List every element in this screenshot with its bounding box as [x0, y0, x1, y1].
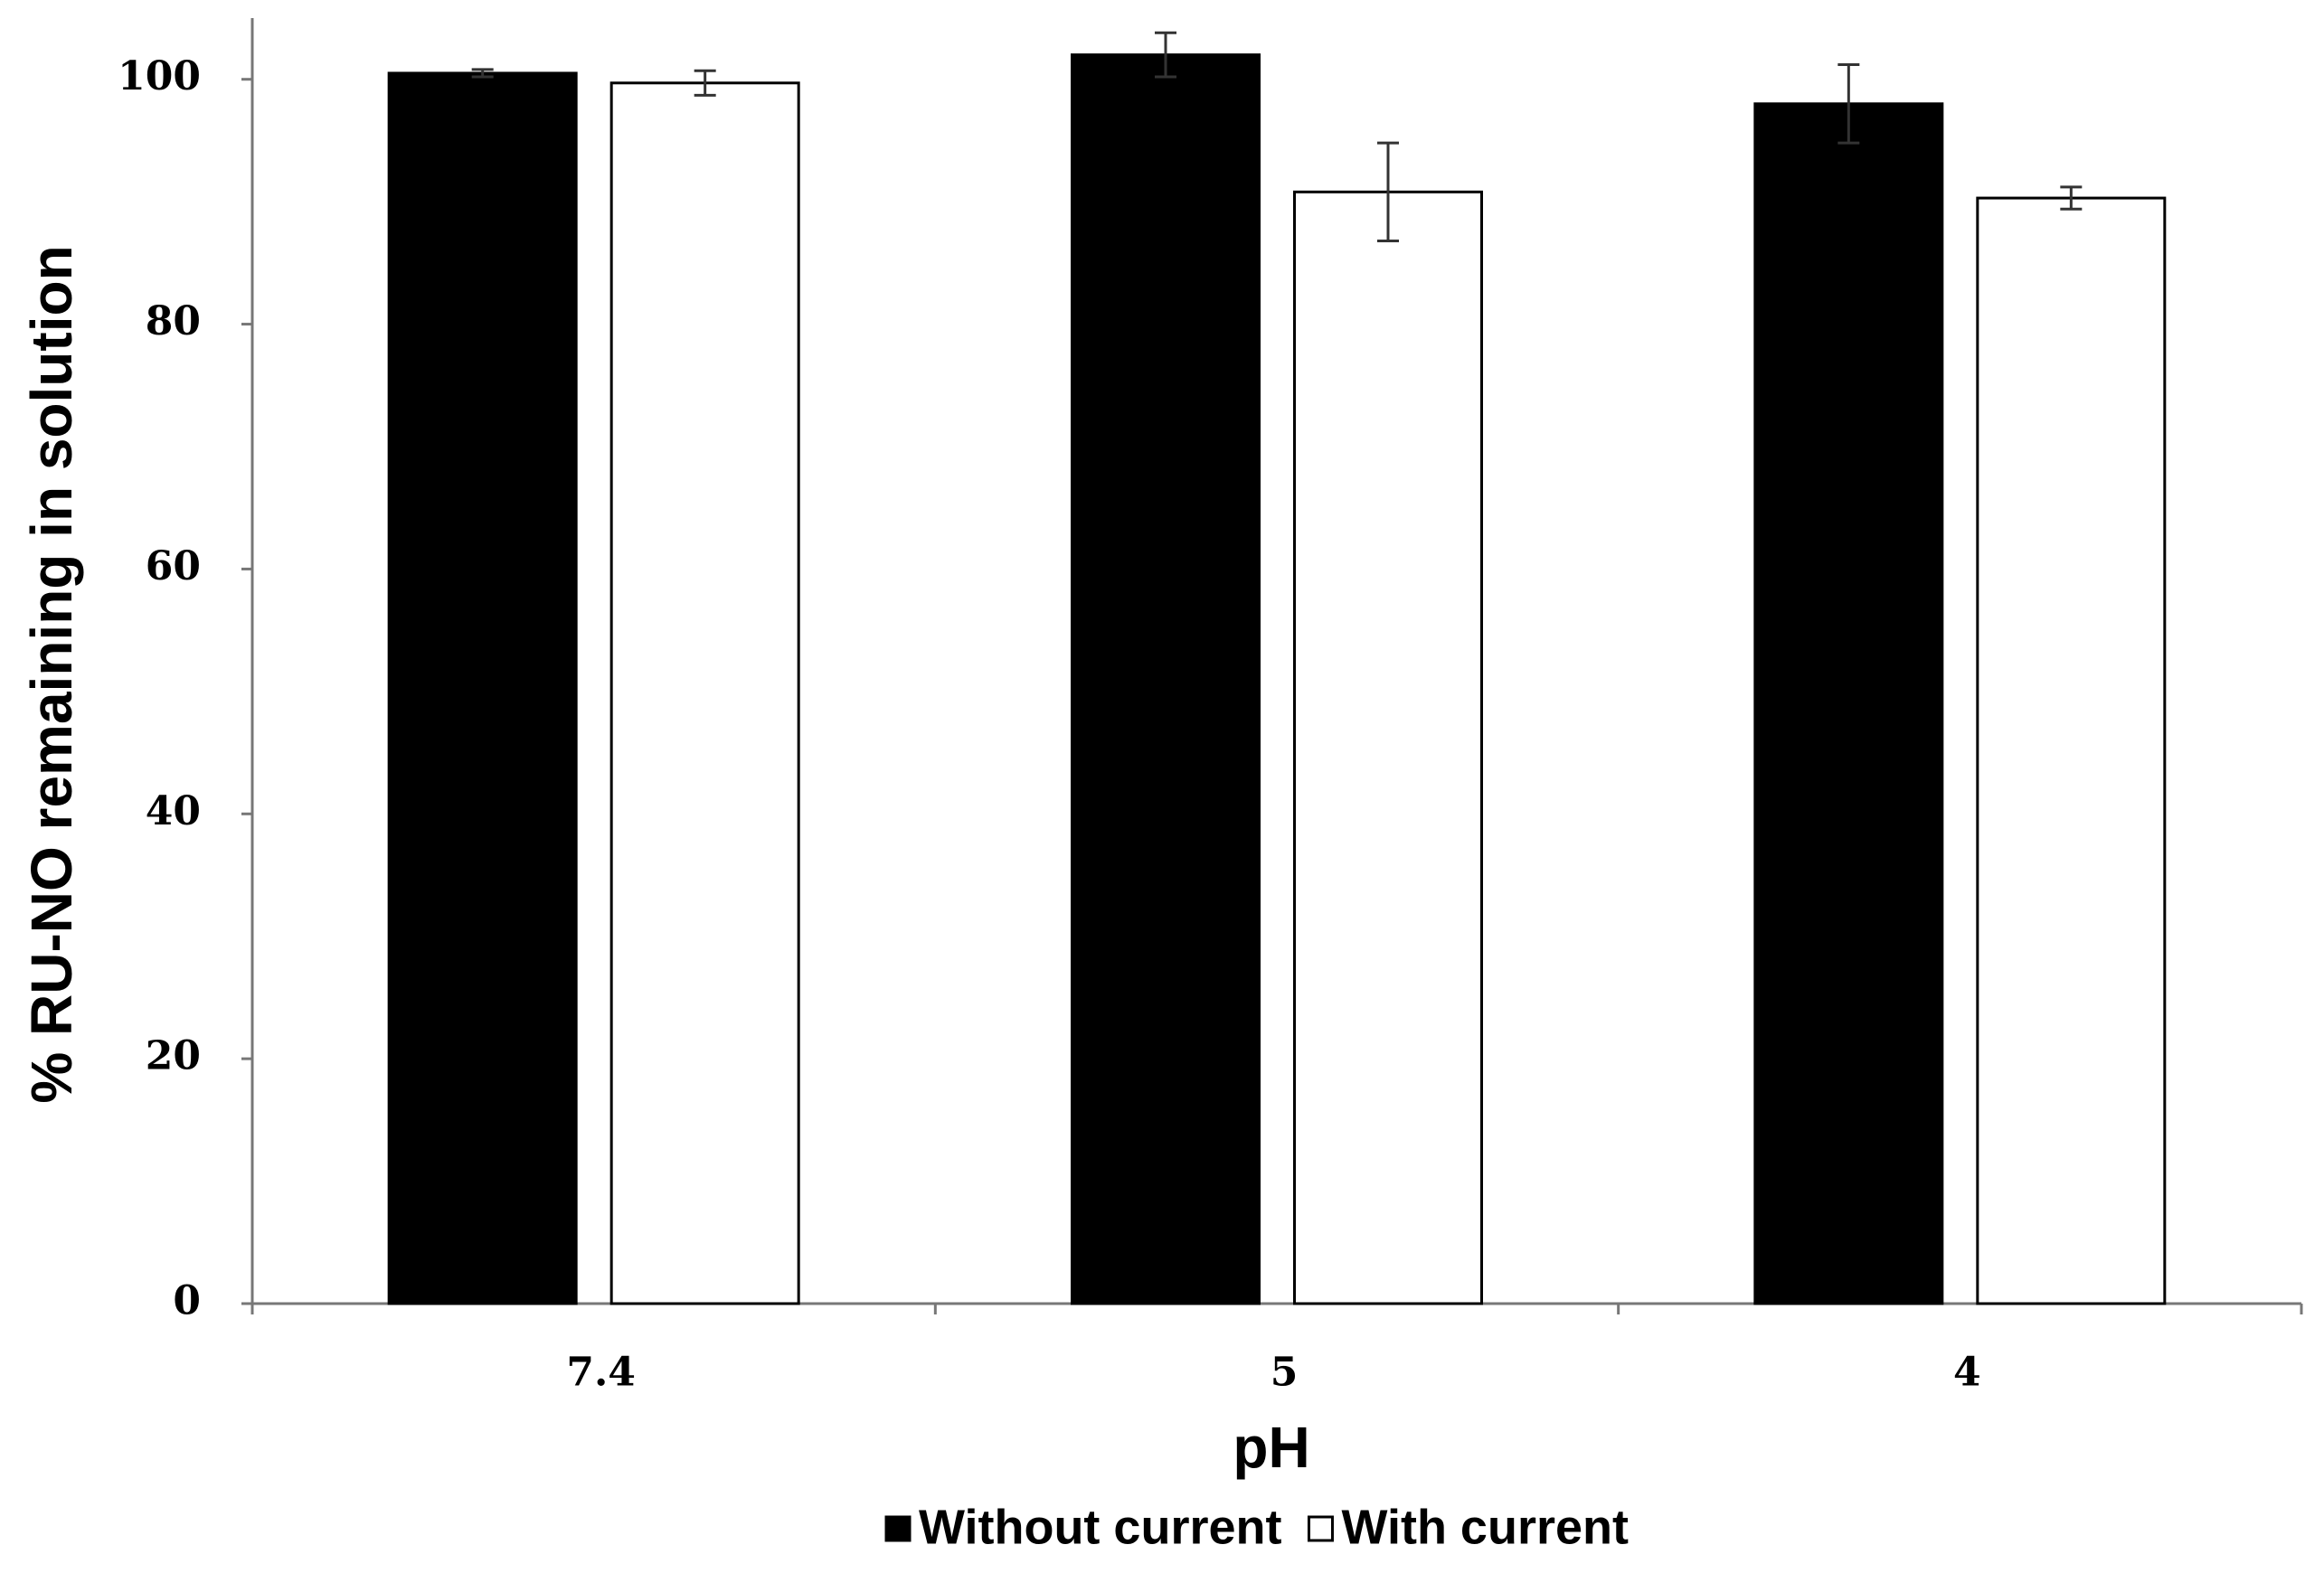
error-bar — [694, 69, 716, 97]
legend-label: Without current — [919, 1500, 1281, 1554]
bar — [609, 81, 800, 1305]
y-tick-label: 80 — [146, 298, 201, 344]
error-bar — [2060, 185, 2083, 211]
bar — [1753, 102, 1944, 1305]
legend-swatch — [884, 1515, 912, 1542]
error-bar — [1837, 62, 1860, 145]
x-tick-label: 5 — [1271, 1350, 1299, 1396]
y-tick-label: 0 — [173, 1278, 201, 1324]
x-tick-label: 4 — [1953, 1350, 1981, 1396]
y-tick-label: 100 — [118, 53, 201, 99]
x-axis-label: pH — [1233, 1415, 1309, 1480]
bar — [387, 71, 578, 1305]
legend-swatch — [1307, 1515, 1334, 1542]
error-bar — [1377, 141, 1399, 242]
legend-label: With current — [1341, 1500, 1629, 1554]
y-tick-label: 60 — [146, 543, 201, 589]
bar — [1071, 53, 1261, 1305]
y-tick-label: 20 — [146, 1033, 201, 1079]
y-tick-label: 40 — [146, 788, 201, 834]
error-bar — [1155, 31, 1176, 79]
error-bar — [471, 68, 494, 79]
bar — [1976, 196, 2167, 1305]
y-axis-label: % RU-NO remaining in solution — [19, 245, 84, 1103]
bar — [1293, 190, 1483, 1305]
x-tick-label: 7.4 — [566, 1350, 636, 1396]
